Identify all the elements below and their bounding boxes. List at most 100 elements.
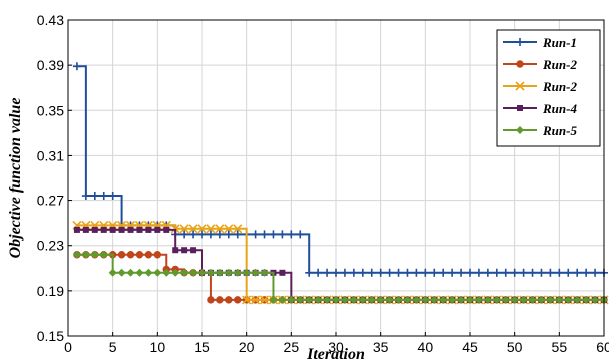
legend-label: Run-2 [542, 79, 577, 94]
data-point [260, 268, 269, 277]
data-point [242, 268, 251, 277]
x-tick-label: 25 [284, 339, 300, 355]
data-point [197, 224, 207, 234]
data-point [278, 295, 287, 304]
data-point [537, 268, 546, 277]
x-axis-ticks: 0 5 10 15 20 25 30 35 40 45 50 55 60 [64, 332, 609, 355]
legend-item: Run-5 [503, 123, 577, 138]
data-point [546, 295, 555, 304]
data-point [72, 62, 81, 71]
data-point [180, 230, 189, 239]
data-point [474, 268, 483, 277]
data-point [412, 295, 421, 304]
data-point [591, 268, 600, 277]
series-line [76, 253, 604, 301]
data-point [260, 230, 269, 239]
data-point [279, 269, 286, 276]
x-tick-label: 60 [596, 339, 609, 355]
y-axis-label: Objective function value [7, 98, 24, 259]
data-point [305, 295, 314, 304]
data-point [154, 226, 161, 233]
y-tick-label: 0.27 [37, 193, 64, 209]
data-point [259, 295, 270, 305]
data-point [332, 295, 340, 304]
data-point [573, 268, 582, 277]
data-point [358, 268, 367, 277]
data-point [117, 251, 126, 259]
data-point [90, 250, 99, 259]
data-point [135, 268, 144, 277]
data-point [136, 226, 143, 233]
data-point [91, 226, 98, 233]
data-point [349, 268, 358, 277]
data-point [385, 295, 394, 304]
data-point [448, 268, 457, 277]
data-point [403, 268, 412, 277]
data-point [278, 230, 287, 239]
data-point [215, 224, 225, 234]
data-point [179, 224, 189, 234]
legend: Run-1 Run-2 Run-2 Run-4 Run-5 [496, 29, 601, 147]
data-point [251, 230, 260, 239]
data-point [466, 268, 474, 277]
data-point [153, 268, 162, 277]
data-point [546, 268, 555, 277]
data-point [376, 295, 385, 304]
legend-label: Run-2 [542, 57, 577, 72]
data-point [224, 224, 234, 234]
data-point [81, 250, 90, 259]
series-run-2 [73, 251, 608, 304]
series-run-2 [72, 220, 609, 305]
data-point [224, 230, 233, 239]
data-point [515, 81, 525, 91]
data-point [190, 247, 197, 254]
data-point [376, 268, 385, 277]
data-point [517, 105, 523, 111]
data-point [242, 295, 252, 305]
data-point [117, 268, 126, 277]
x-tick-label: 40 [418, 339, 434, 355]
data-point [510, 268, 519, 277]
data-point [519, 268, 528, 277]
data-point [188, 224, 198, 234]
x-tick-label: 5 [109, 339, 117, 355]
data-point [305, 268, 314, 277]
series-line [76, 224, 604, 301]
data-point [564, 268, 573, 277]
data-point [198, 268, 206, 277]
data-point [234, 296, 242, 304]
data-point [403, 295, 412, 304]
data-point [100, 226, 107, 233]
series-line [76, 253, 604, 301]
data-point [198, 230, 206, 239]
data-point [287, 295, 296, 304]
data-point [163, 226, 170, 233]
data-point [207, 296, 215, 304]
data-point [457, 295, 466, 304]
data-point [591, 295, 600, 304]
data-point [162, 268, 171, 277]
y-tick-label: 0.23 [37, 238, 64, 254]
legend-label: Run-4 [542, 101, 577, 116]
data-point [206, 230, 215, 239]
data-point [323, 295, 332, 304]
y-tick-label: 0.31 [37, 147, 64, 163]
y-tick-label: 0.43 [37, 12, 64, 28]
data-point [206, 224, 216, 234]
data-point [439, 295, 448, 304]
data-point [394, 268, 403, 277]
data-point [251, 295, 261, 305]
data-point [448, 295, 457, 304]
data-point [126, 268, 135, 277]
x-tick-label: 45 [462, 339, 478, 355]
data-point [108, 192, 117, 201]
data-point [72, 250, 81, 259]
data-point [519, 295, 528, 304]
data-point [135, 251, 144, 259]
data-point [421, 268, 430, 277]
data-point [153, 251, 162, 259]
data-point [99, 192, 108, 201]
data-point [73, 226, 80, 233]
data-point [474, 295, 483, 304]
